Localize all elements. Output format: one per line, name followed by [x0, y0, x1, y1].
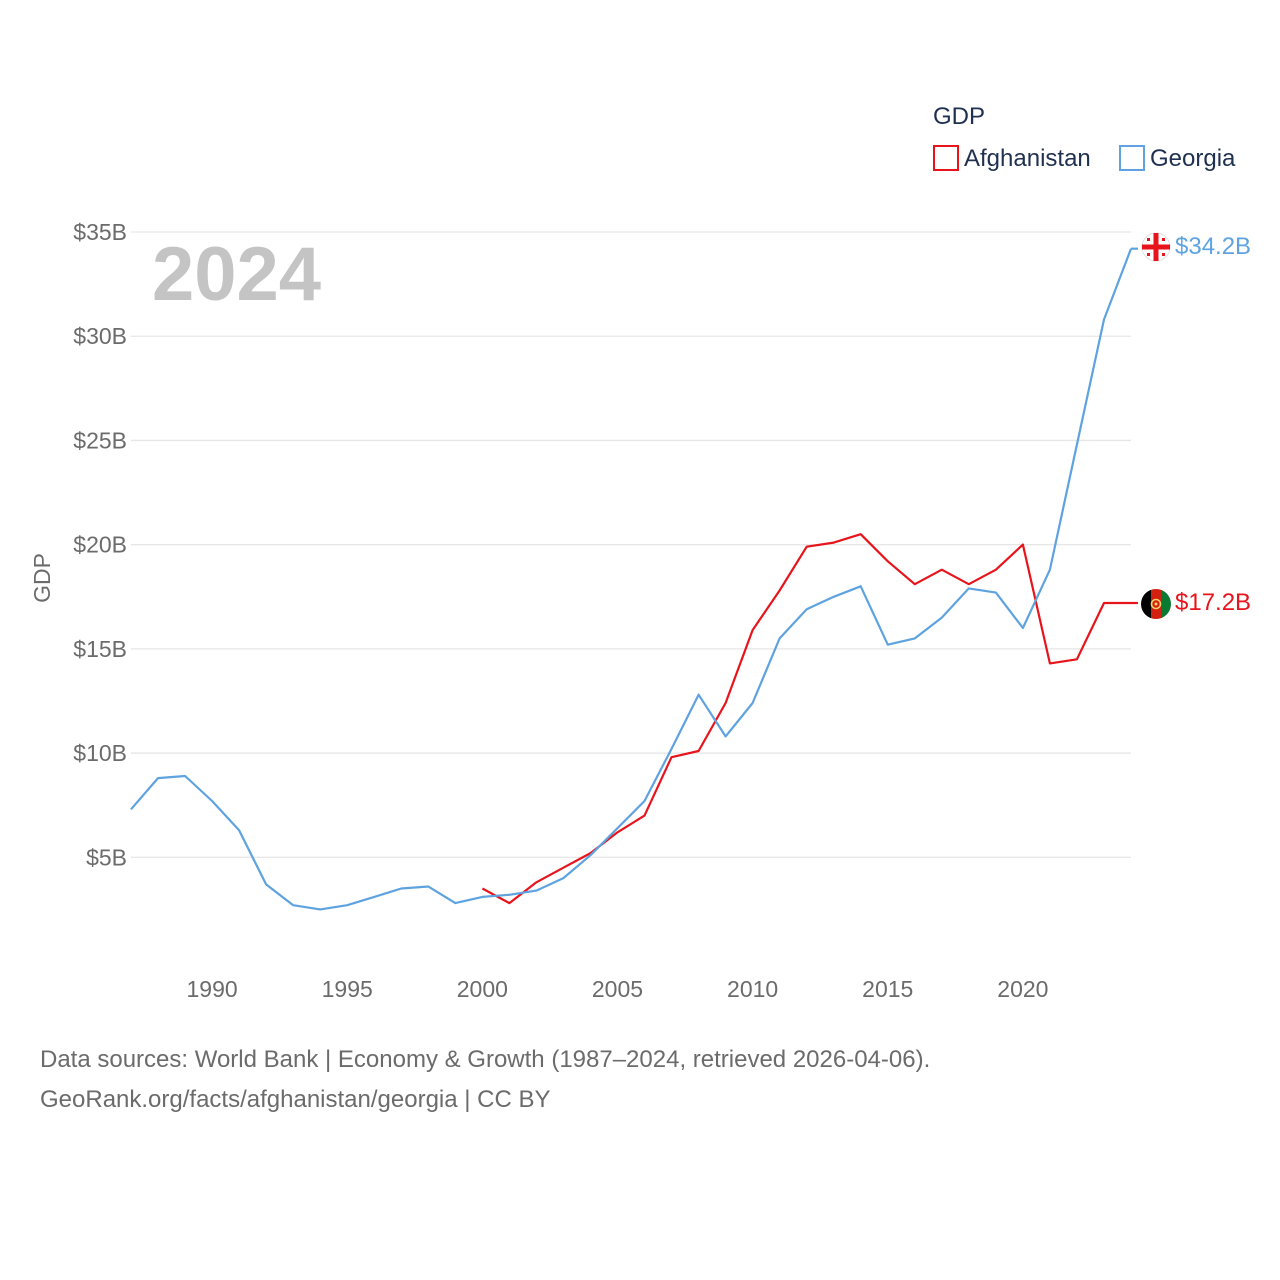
y-axis-ticks: $5B $10B $15B $20B $25B $30B $35B: [73, 219, 127, 870]
y-tick-label: $15B: [73, 636, 127, 662]
legend: GDP Afghanistan Georgia: [933, 103, 1236, 172]
georgia-flag-icon: [1141, 232, 1171, 262]
legend-swatch-afghanistan: [933, 145, 959, 171]
legend-title: GDP: [933, 103, 985, 130]
y-tick-label: $10B: [73, 740, 127, 766]
x-tick-label: 1990: [186, 976, 237, 1002]
x-tick-label: 2010: [727, 976, 778, 1002]
end-label-afghanistan-group: $17.2B: [1141, 589, 1251, 619]
y-tick-label: $30B: [73, 323, 127, 349]
x-tick-label: 1995: [322, 976, 373, 1002]
afghanistan-flag-icon: [1141, 589, 1171, 619]
legend-label-georgia: Georgia: [1150, 145, 1236, 172]
series-line-georgia: [130, 248, 1133, 911]
end-label-georgia: $34.2B: [1175, 233, 1251, 260]
legend-item-afghanistan[interactable]: Afghanistan: [933, 145, 1091, 172]
legend-swatch-georgia: [1119, 145, 1145, 171]
footer-sources: Data sources: World Bank | Economy & Gro…: [40, 1046, 931, 1073]
x-axis-ticks: 1990 1995 2000 2005 2010 2015 2020: [186, 976, 1048, 1002]
x-tick-label: 2015: [862, 976, 913, 1002]
x-tick-label: 2000: [457, 976, 508, 1002]
y-axis-title: GDP: [29, 553, 55, 603]
end-label-georgia-group: $34.2B: [1141, 232, 1251, 262]
grid-lines: [131, 231, 1131, 858]
end-label-afghanistan: $17.2B: [1175, 589, 1251, 616]
y-tick-label: $35B: [73, 219, 127, 245]
legend-label-afghanistan: Afghanistan: [964, 145, 1091, 172]
legend-item-georgia[interactable]: Georgia: [1119, 145, 1236, 172]
x-tick-label: 2005: [592, 976, 643, 1002]
series-lines: [130, 248, 1133, 911]
footer-attribution: GeoRank.org/facts/afghanistan/georgia | …: [40, 1086, 551, 1113]
series-end-markers: [1131, 247, 1138, 605]
x-tick-label: 2020: [997, 976, 1048, 1002]
year-watermark: 2024: [152, 232, 321, 317]
series-line-afghanistan: [481, 533, 1131, 905]
y-tick-label: $20B: [73, 532, 127, 558]
y-tick-label: $5B: [86, 844, 127, 870]
y-tick-label: $25B: [73, 427, 127, 453]
footer: Data sources: World Bank | Economy & Gro…: [40, 1040, 930, 1120]
